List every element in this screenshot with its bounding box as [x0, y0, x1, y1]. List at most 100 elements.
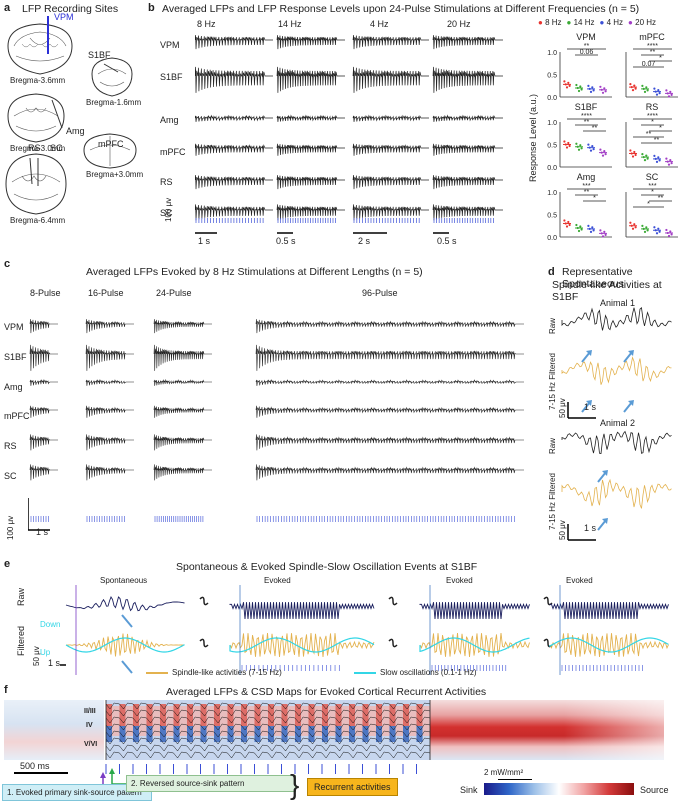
- data-point: [604, 90, 607, 93]
- panel-d-title-2: Spindle-like Activities at S1BF: [552, 279, 662, 303]
- data-point: [634, 87, 637, 90]
- row-label: SC: [4, 471, 17, 481]
- csd-source: [166, 706, 174, 736]
- panel-d-title-1: Representative Spontaneous: [562, 266, 633, 290]
- data-point: [629, 149, 632, 152]
- data-point: [563, 80, 566, 83]
- segment-label: Evoked: [566, 576, 593, 585]
- site-sc: SC: [50, 143, 63, 153]
- break-icon: [543, 596, 553, 606]
- scale-v: 100 μv: [164, 197, 173, 222]
- lfp-trace: [195, 204, 273, 221]
- data-point: [591, 86, 594, 89]
- arrow-head-icon: [602, 470, 608, 476]
- arrow-head-icon: [586, 400, 592, 406]
- legend-item: ● 14 Hz: [566, 18, 595, 27]
- ytick-label: 0.5: [547, 143, 557, 150]
- data-point: [665, 157, 668, 160]
- lfp-trace: [276, 175, 345, 190]
- row-label: Amg: [160, 115, 179, 125]
- segment-label: Spontaneous: [100, 576, 148, 585]
- lfp-trace: [255, 405, 524, 418]
- brain-section-amg: [7, 93, 65, 143]
- data-point: [669, 159, 672, 162]
- filtered-label: 7-15 Hz Filtered: [548, 353, 557, 410]
- data-point: [603, 87, 606, 90]
- csd-sink: [268, 726, 275, 742]
- data-point: [645, 154, 648, 157]
- data-point: [669, 90, 672, 93]
- freq-legend: ● 8 Hz ● 14 Hz ● 4 Hz ● 20 Hz: [538, 18, 656, 27]
- filtered-trace: [561, 356, 672, 385]
- lfp-trace: [432, 175, 503, 190]
- slow-oscillation-trace: [65, 637, 185, 653]
- sig-label: **: [584, 189, 590, 196]
- data-point: [657, 89, 660, 92]
- panel-e-traces: [60, 585, 669, 675]
- row-label: mPFC: [4, 411, 30, 421]
- lfp-trace: [195, 175, 273, 190]
- ytick-label: 1.0: [547, 190, 557, 197]
- arrow-icon: [597, 471, 607, 483]
- data-point: [631, 227, 635, 230]
- panel-e-title: Spontaneous & Evoked Spindle-Slow Oscill…: [176, 561, 478, 573]
- csd-sink: [362, 726, 369, 742]
- site-vpm: VPM: [54, 12, 74, 22]
- lfp-trace: [29, 464, 58, 481]
- colorbar-unit: 2 mW/mm²: [484, 768, 524, 777]
- data-point: [645, 226, 648, 229]
- sig-label: **: [592, 125, 598, 132]
- lfp-trace: [105, 744, 431, 752]
- data-point: [667, 95, 671, 98]
- scatter-title: SC: [646, 172, 659, 182]
- csd-sink: [389, 726, 396, 742]
- lfp-trace: [276, 66, 345, 93]
- lfp-trace: [195, 143, 273, 156]
- lfp-trace: [432, 204, 503, 221]
- site-mpfc: mPFC: [98, 139, 124, 149]
- down-label: Down: [40, 620, 61, 629]
- raw-trace: [549, 602, 669, 620]
- scatter-title: Amg: [577, 172, 596, 182]
- site-rs: RS: [28, 143, 41, 153]
- length-header: 16-Pulse: [88, 288, 124, 298]
- animal-2-label: Animal 2: [600, 418, 636, 428]
- data-point: [653, 154, 656, 157]
- sig-label: *: [647, 201, 650, 208]
- length-header: 96-Pulse: [362, 288, 398, 298]
- data-point: [645, 86, 648, 89]
- csd-sink: [146, 726, 153, 742]
- lfp-trace: [352, 143, 429, 156]
- lfp-trace: [255, 434, 524, 451]
- data-point: [631, 89, 635, 92]
- csd-source: [220, 706, 228, 736]
- brain-section-mpfc: [83, 133, 137, 169]
- panel-d-label: d: [548, 266, 555, 278]
- legend-item: ● 4 Hz: [599, 18, 624, 27]
- panel-f-label: f: [4, 684, 8, 696]
- data-point: [655, 232, 659, 235]
- data-point: [580, 88, 583, 91]
- csd-sink: [106, 726, 113, 742]
- raw-trace: [419, 602, 530, 620]
- lfp-trace: [85, 319, 134, 334]
- brain-sections: [5, 16, 137, 215]
- data-point: [575, 142, 578, 145]
- time-scale: 1 s: [198, 236, 211, 246]
- panel-d-traces: [561, 307, 672, 541]
- lfp-trace: [352, 66, 429, 93]
- csd-sink: [254, 726, 261, 742]
- spindle-trace: [419, 632, 530, 658]
- csd-source: [152, 706, 160, 736]
- panel-b-label: b: [148, 2, 155, 14]
- raw-trace: [229, 602, 375, 620]
- ytick-label: 0.5: [547, 73, 557, 80]
- csd-sink: [200, 726, 207, 742]
- sig-label: **: [654, 137, 660, 144]
- data-point: [670, 233, 673, 236]
- data-point: [589, 149, 593, 152]
- lfp-trace: [352, 204, 429, 221]
- spindle-trace: [549, 632, 669, 658]
- sig-label: 0.07: [642, 61, 656, 68]
- sig-label: **: [658, 195, 664, 202]
